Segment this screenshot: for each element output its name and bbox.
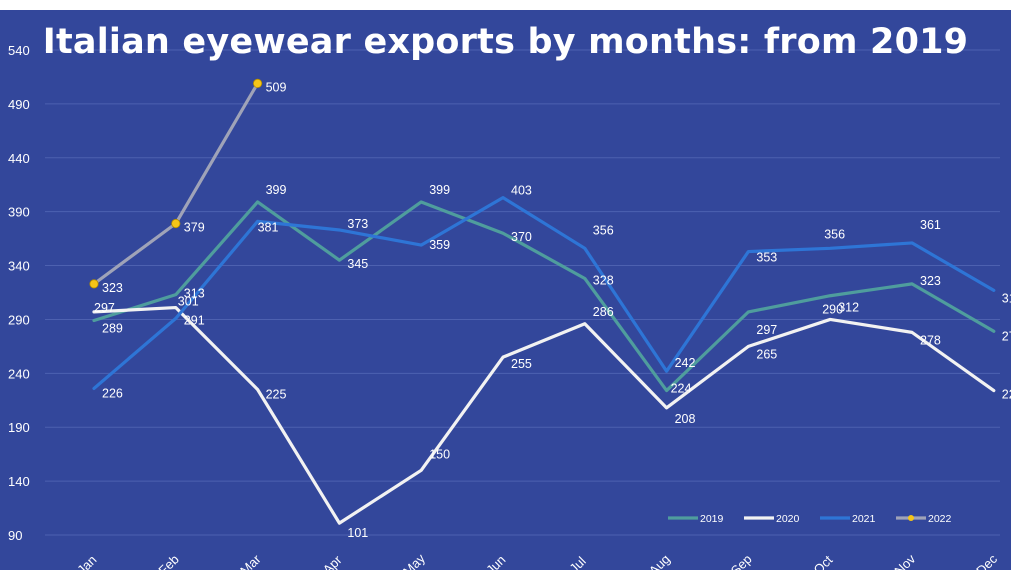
data-label-2020: 290 [822, 302, 843, 316]
data-label-2021: 242 [675, 356, 696, 370]
data-label-2020: 150 [429, 447, 450, 461]
grid-lines [45, 49, 1000, 536]
data-label-2021: 356 [593, 223, 614, 237]
data-label-2022: 379 [184, 221, 205, 235]
x-axis-tick-labels: Jan Feb Mar Apr May Jun Jul Aug Sep Oct Nov Dec [74, 550, 1000, 570]
x-tick-label: Dec [973, 551, 1000, 570]
data-label-2019: 323 [920, 274, 941, 288]
data-label-2020: 278 [920, 333, 941, 347]
line-chart: 90 140 190 240 290 340 390 440 490 540 Jan Feb Mar A… [8, 43, 1011, 570]
series-line-2019 [92, 200, 996, 393]
y-tick-label: 140 [8, 474, 30, 489]
data-label-2019: 345 [347, 257, 368, 271]
data-label-2019: 224 [671, 382, 692, 396]
y-tick-label: 290 [8, 312, 30, 327]
chart-title: Italian eyewear exports by months: from … [42, 22, 969, 62]
data-label-2021: 359 [429, 238, 450, 252]
data-label-2020: 301 [178, 295, 199, 309]
y-tick-label: 340 [8, 259, 30, 274]
data-label-2021: 381 [258, 220, 279, 234]
legend-label-2020: 2020 [776, 513, 800, 525]
data-label-2019: 370 [511, 230, 532, 244]
data-label-2021: 291 [184, 313, 205, 327]
legend-marker-2022 [908, 515, 914, 521]
y-axis-tick-labels: 90 140 190 240 290 340 390 440 490 540 [8, 43, 30, 543]
x-tick-label: Oct [811, 552, 836, 570]
data-label-2019: 399 [266, 183, 287, 197]
data-labels: 289 313 399 345 399 370 328 224 297 312 323 279 297 3… [94, 80, 1011, 540]
x-tick-label: Jan [74, 552, 99, 570]
y-tick-label: 390 [8, 205, 30, 220]
data-label-2021: 361 [920, 218, 941, 232]
x-tick-label: May [400, 550, 428, 570]
x-tick-label: Feb [155, 552, 181, 570]
y-tick-label: 190 [8, 420, 30, 435]
series-line-2021 [92, 196, 996, 391]
data-label-2021: 317 [1002, 291, 1011, 305]
series-lines [89, 78, 996, 525]
legend-label-2019: 2019 [700, 513, 724, 525]
data-label-2021: 403 [511, 184, 532, 198]
data-label-2020: 225 [266, 388, 287, 402]
y-tick-label: 440 [8, 151, 30, 166]
data-label-2019: 313 [184, 287, 205, 301]
data-label-2021: 226 [102, 386, 123, 400]
data-label-2019: 328 [593, 273, 614, 287]
data-label-2019: 297 [756, 323, 777, 337]
y-tick-label: 490 [8, 97, 30, 112]
data-label-2019: 279 [1002, 329, 1011, 343]
x-tick-label: Sep [728, 551, 755, 570]
data-point-2022 [89, 279, 99, 289]
data-point-2022 [171, 218, 181, 229]
y-tick-label: 90 [8, 528, 22, 543]
data-label-2020: 286 [593, 305, 614, 319]
x-tick-label: Jul [566, 554, 588, 570]
data-label-2022: 509 [266, 80, 287, 94]
data-label-2020: 224 [1002, 388, 1011, 402]
data-label-2020: 255 [511, 357, 532, 371]
series-line-2020 [92, 305, 996, 525]
data-label-2022: 323 [102, 281, 123, 295]
data-label-2020: 297 [94, 301, 115, 315]
data-label-2021: 373 [347, 217, 368, 231]
series-line-2022 [92, 81, 260, 286]
data-point-2022 [253, 78, 263, 89]
data-label-2021: 356 [824, 227, 845, 241]
x-tick-label: Aug [646, 551, 673, 570]
x-tick-label: Jun [483, 552, 508, 570]
x-tick-label: Nov [891, 551, 918, 570]
chart-frame: 90 140 190 240 290 340 390 440 490 540 Jan Feb Mar A… [0, 10, 1011, 570]
data-label-2020: 208 [675, 412, 696, 426]
legend-label-2022: 2022 [928, 513, 952, 525]
data-label-2020: 265 [756, 347, 777, 361]
y-tick-label: 240 [8, 366, 30, 381]
legend-label-2021: 2021 [852, 513, 876, 525]
x-tick-label: Mar [237, 551, 264, 570]
legend: 2019 2020 2021 2022 [668, 513, 952, 525]
x-tick-label: Apr [320, 552, 345, 570]
data-label-2019: 399 [429, 183, 450, 197]
data-label-2019: 289 [102, 322, 123, 336]
data-label-2019: 312 [838, 301, 859, 315]
y-tick-label: 540 [8, 43, 30, 58]
data-label-2020: 101 [347, 526, 368, 540]
data-label-2021: 353 [756, 251, 777, 265]
